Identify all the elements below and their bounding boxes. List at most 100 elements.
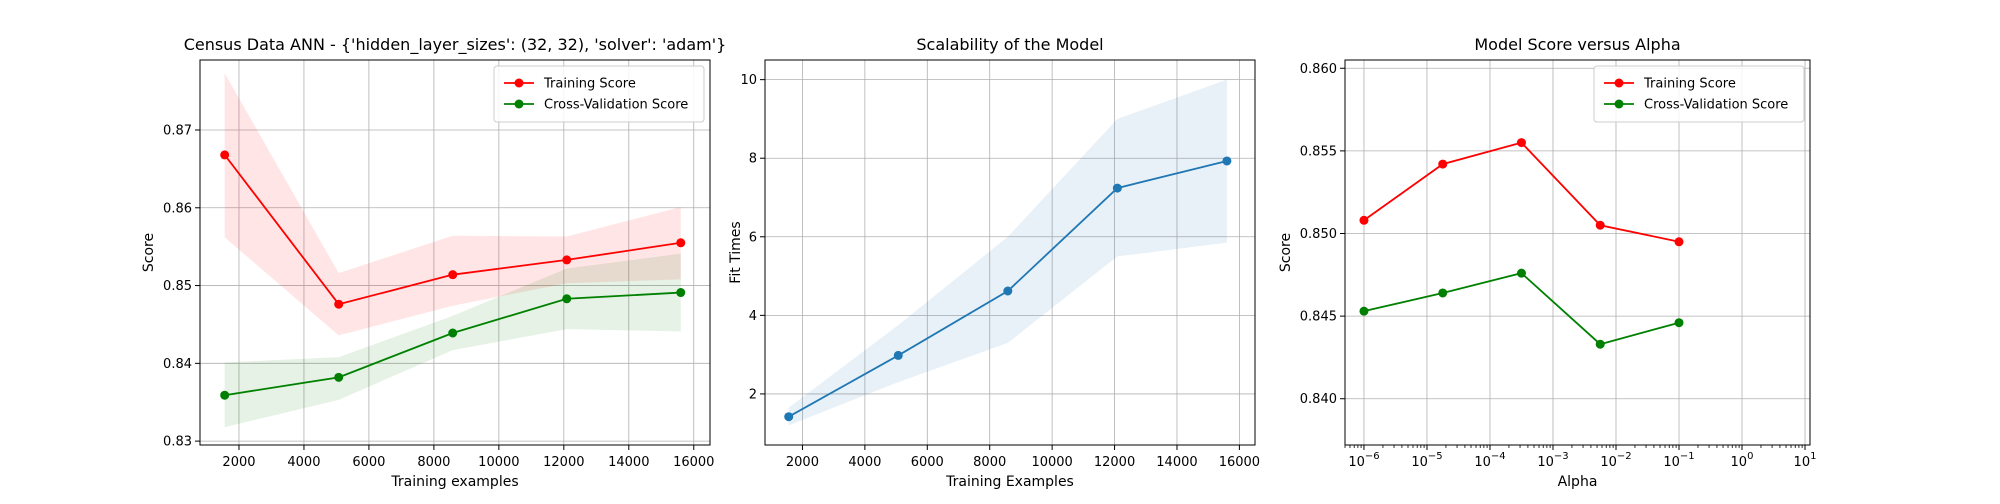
legend-label: Training Score [1643,77,1736,92]
x-tick-label: 10−4 [1474,451,1505,470]
data-point [1359,215,1369,225]
legend-marker [514,99,524,109]
data-point [1595,339,1605,349]
data-point [1674,318,1684,328]
y-tick-label: 0.845 [1300,310,1337,325]
data-point [676,288,686,298]
x-tick-label: 14000 [608,455,649,470]
y-tick-label: 8 [749,152,757,167]
x-tick-label: 14000 [1156,455,1197,470]
x-tick-exponent: 1 [1810,451,1816,462]
data-point [1222,156,1232,166]
y-tick-label: 6 [749,230,757,245]
legend-marker [1614,99,1624,109]
panel-2: 2000 4000 6000 8000 10000 12000 14000 16000 2 4 6 8… [728,35,1260,490]
y-axis-label: Score [141,233,157,272]
x-axis-label: Alpha [1558,474,1598,490]
chart-title: Scalability of the Model [916,35,1103,54]
confidence-band [224,73,681,336]
x-tick-label: 16000 [1219,455,1260,470]
data-point [1438,288,1448,298]
x-tick-label: 10000 [478,455,519,470]
axes-frame [764,59,1256,446]
data-point [1516,268,1526,278]
chart-title: Model Score versus Alpha [1474,35,1680,54]
data-point [220,150,230,160]
x-tick-exponent: −6 [1365,451,1380,462]
legend: Training Score Cross-Validation Score [493,65,705,123]
chart-title: Census Data ANN - {'hidden_layer_sizes':… [184,35,727,55]
y-tick-label: 0.86 [163,201,192,216]
series-line [1363,141,1680,243]
y-tick-label: 0.850 [1300,227,1337,242]
x-tick-label: 8000 [417,455,450,470]
y-tick-label: 10 [740,73,757,88]
axes-frame [199,59,711,446]
y-tick-label: 0.84 [163,357,192,372]
y-tick-label: 0.85 [163,279,192,294]
panel-3: 10−6 10−5 10−4 10−3 10−2 10−1 100 1010.8400.845… [1278,35,1816,490]
confidence-band [788,79,1227,426]
x-tick-label: 12000 [1094,455,1135,470]
data-point [1359,306,1369,316]
x-tick-label: 100 [1731,451,1754,470]
x-tick-label: 6000 [352,455,385,470]
x-tick-label: 10−3 [1537,451,1568,470]
x-tick-exponent: −4 [1491,451,1506,462]
data-point [334,372,344,382]
x-tick-label: 10−2 [1600,451,1631,470]
x-tick-label: 10−5 [1411,451,1442,470]
data-point [784,412,794,422]
legend-box [493,65,705,123]
data-point [448,328,458,338]
legend-label: Cross-Validation Score [544,98,688,113]
x-tick-label: 10000 [1031,455,1072,470]
x-axis-label: Training examples [390,474,518,490]
y-tick-label: 4 [749,309,757,324]
legend-box [1593,65,1805,123]
y-tick-label: 0.840 [1300,392,1337,407]
y-axis-label: Fit Times [728,221,744,283]
legend-label: Training Score [543,77,636,92]
legend-marker [514,78,524,88]
legend-marker [1614,78,1624,88]
y-tick-label: 0.855 [1300,144,1337,159]
data-point [220,390,230,400]
x-tick-label: 101 [1794,451,1817,470]
x-axis-label: Training Examples [945,474,1074,490]
y-axis-label: Score [1278,233,1294,272]
data-point [562,294,572,304]
x-tick-label: 10−1 [1663,451,1694,470]
y-tick-label: 2 [749,387,757,402]
data-point [448,270,458,280]
y-tick-label: 0.87 [163,124,192,139]
x-tick-exponent: −2 [1617,451,1632,462]
x-tick-label: 12000 [543,455,584,470]
legend-label: Cross-Validation Score [1644,98,1788,113]
x-tick-exponent: −5 [1428,451,1443,462]
x-tick-label: 4000 [287,455,320,470]
data-point [676,238,686,248]
data-point [562,255,572,265]
panel-1: 2000 4000 6000 8000 10000 12000 14000 16000 0.83… [141,35,726,490]
x-tick-label: 8000 [973,455,1006,470]
data-point [334,299,344,309]
data-point [1595,220,1605,230]
x-tick-exponent: 0 [1747,451,1753,462]
x-tick-label: 2000 [786,455,819,470]
x-tick-label: 2000 [222,455,255,470]
x-tick-label: 10−6 [1348,451,1379,470]
data-point [1112,183,1122,193]
x-tick-label: 6000 [911,455,944,470]
x-tick-label: 4000 [848,455,881,470]
data-point [1674,237,1684,247]
series-line [1363,272,1680,346]
data-point [1516,138,1526,148]
x-tick-exponent: −3 [1554,451,1569,462]
data-point [893,350,903,360]
x-tick-exponent: −1 [1680,451,1695,462]
y-tick-label: 0.860 [1300,62,1337,77]
legend: Training Score Cross-Validation Score [1593,65,1805,123]
